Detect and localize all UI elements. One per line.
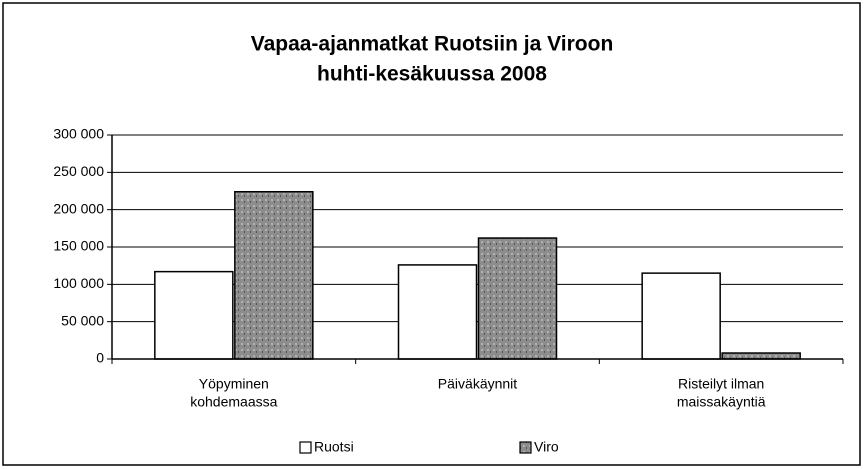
bar (397, 264, 478, 360)
y-tick-label: 0 (96, 350, 104, 366)
y-tick-label: 250 000 (53, 163, 104, 179)
bar (477, 237, 558, 360)
chart-title: Vapaa-ajanmatkat Ruotsiin ja Viroon (251, 33, 614, 56)
x-tick-label: Yöpyminen (199, 376, 269, 392)
bar (641, 272, 721, 360)
y-tick-label: 200 000 (53, 200, 104, 216)
legend-swatch (299, 441, 312, 454)
x-tick-label: kohdemaassa (190, 394, 277, 410)
x-tick-label: Risteilyt ilman (678, 376, 764, 392)
y-tick-label: 50 000 (61, 312, 104, 328)
bar (154, 270, 234, 360)
chart-title: huhti-kesäkuussa 2008 (317, 63, 547, 86)
x-tick-label: maissakäyntiä (677, 394, 766, 410)
legend-swatch (519, 441, 532, 454)
bar (234, 190, 314, 360)
legend-label: Ruotsi (314, 439, 354, 455)
y-tick-label: 300 000 (53, 126, 104, 142)
y-tick-label: 150 000 (53, 238, 104, 254)
y-tick-label: 100 000 (53, 275, 104, 291)
bar (721, 352, 801, 360)
legend-label: Viro (534, 439, 559, 455)
x-tick-label: Päiväkäynnit (438, 376, 517, 392)
